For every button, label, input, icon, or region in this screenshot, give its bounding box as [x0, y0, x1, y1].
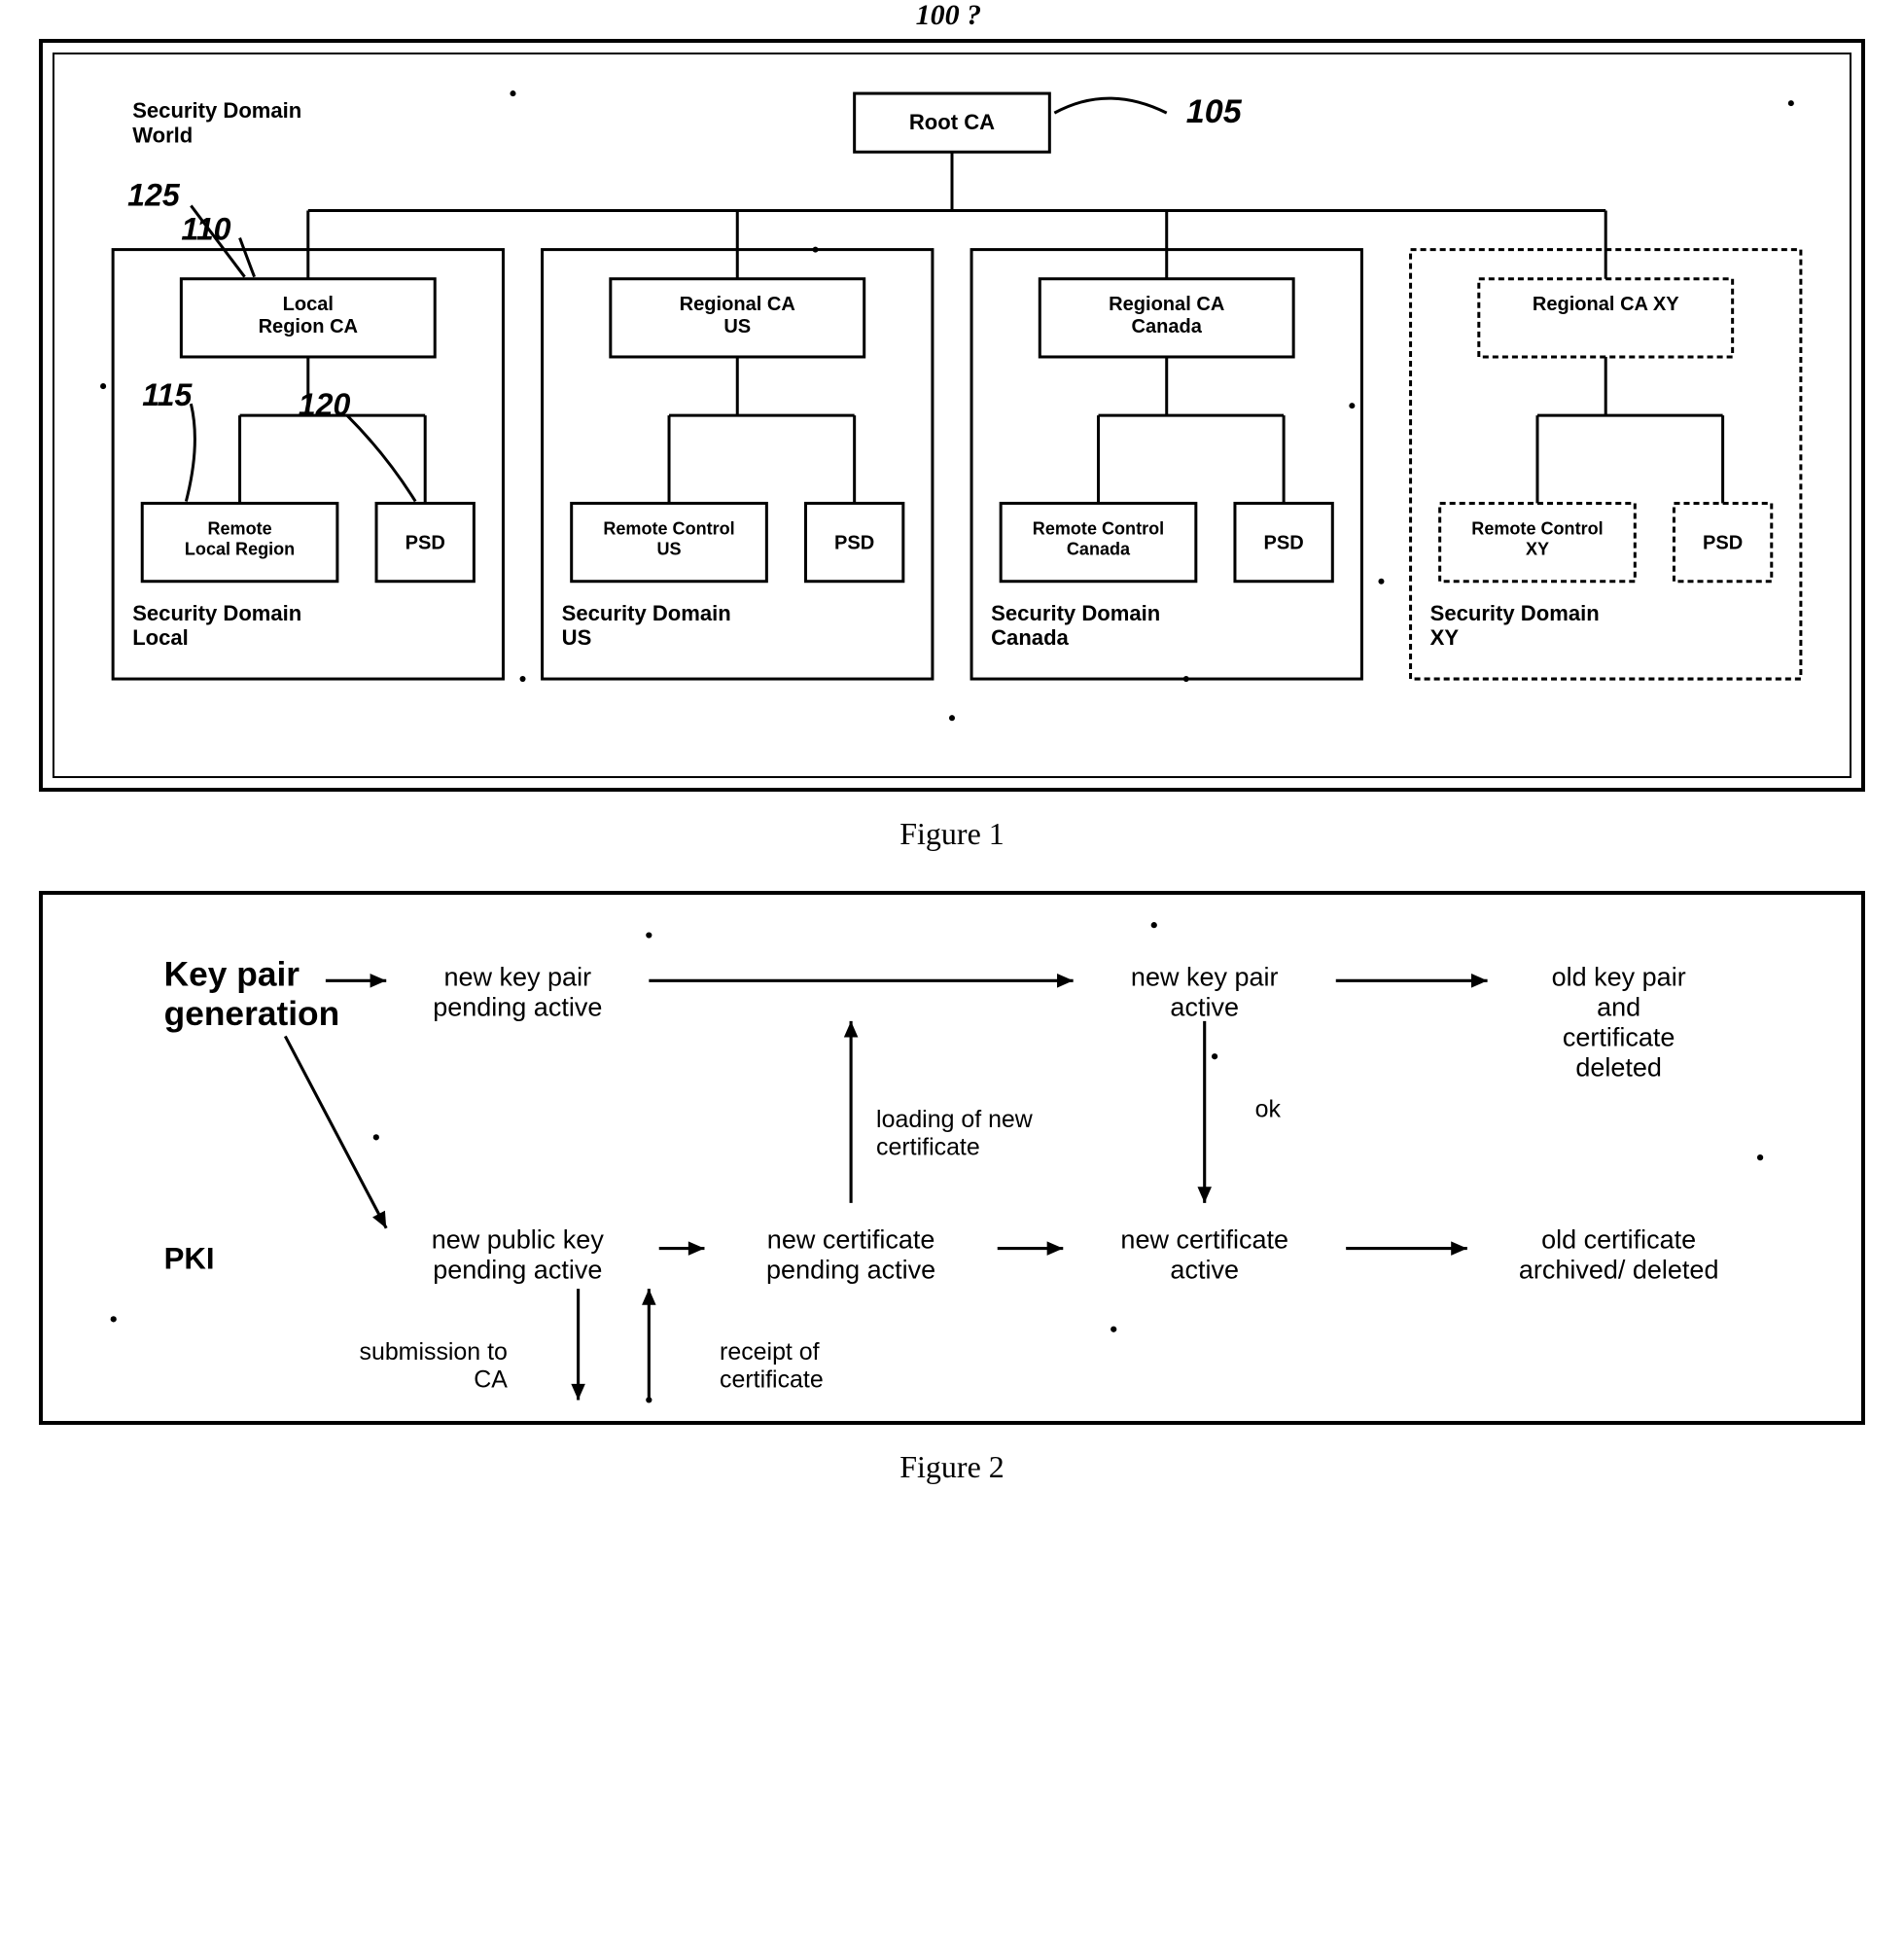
svg-text:new key pairpending active: new key pairpending active — [433, 963, 602, 1022]
figure2-caption: Figure 2 — [39, 1449, 1865, 1485]
svg-text:new key pairactive: new key pairactive — [1131, 963, 1279, 1022]
svg-text:110: 110 — [181, 212, 230, 247]
svg-text:submission toCA: submission toCA — [360, 1338, 509, 1394]
annotation-100: 100 ? — [916, 0, 982, 32]
svg-text:PSD: PSD — [405, 533, 445, 554]
svg-text:125: 125 — [127, 177, 181, 212]
svg-text:Security DomainLocal: Security DomainLocal — [132, 601, 301, 650]
svg-text:new certificateactive: new certificateactive — [1120, 1225, 1288, 1285]
svg-text:receipt ofcertificate: receipt ofcertificate — [720, 1338, 824, 1394]
svg-text:Security DomainUS: Security DomainUS — [562, 601, 731, 650]
svg-text:PSD: PSD — [1703, 533, 1743, 554]
svg-text:loading of newcertificate: loading of newcertificate — [876, 1106, 1034, 1161]
figure2-svg: Key pairgeneration PKI new key pairpending… — [39, 891, 1865, 1424]
svg-text:Regional CA XY: Regional CA XY — [1533, 294, 1679, 315]
svg-text:old certificatearchived/ delet: old certificatearchived/ deleted — [1519, 1225, 1719, 1285]
svg-text:Security DomainXY: Security DomainXY — [1430, 601, 1600, 650]
figure1-outer-frame: 100 ? Security DomainWorldRoot CA105Loca… — [39, 39, 1865, 792]
svg-text:new public keypending active: new public keypending active — [432, 1225, 605, 1285]
svg-text:105: 105 — [1186, 93, 1243, 130]
figure1-inner-frame: Security DomainWorldRoot CA105LocalRegio… — [53, 53, 1851, 778]
figure2-frame: Key pairgeneration PKI new key pairpending… — [39, 891, 1865, 1424]
svg-text:new certificatepending active: new certificatepending active — [766, 1225, 935, 1285]
svg-text:115: 115 — [142, 377, 193, 412]
svg-text:Root CA: Root CA — [909, 110, 995, 134]
svg-text:PKI: PKI — [164, 1242, 215, 1276]
svg-text:old key pairandcertificatedele: old key pairandcertificatedeleted — [1552, 963, 1686, 1082]
svg-text:PSD: PSD — [1264, 533, 1304, 554]
figure1-svg: Security DomainWorldRoot CA105LocalRegio… — [74, 74, 1830, 757]
svg-text:Key pairgeneration: Key pairgeneration — [164, 956, 340, 1034]
svg-text:PSD: PSD — [834, 533, 874, 554]
svg-text:ok: ok — [1255, 1096, 1282, 1123]
svg-text:Security DomainCanada: Security DomainCanada — [991, 601, 1160, 650]
figure1-caption: Figure 1 — [39, 816, 1865, 852]
svg-text:Security DomainWorld: Security DomainWorld — [132, 98, 301, 147]
svg-text:120: 120 — [299, 387, 351, 422]
